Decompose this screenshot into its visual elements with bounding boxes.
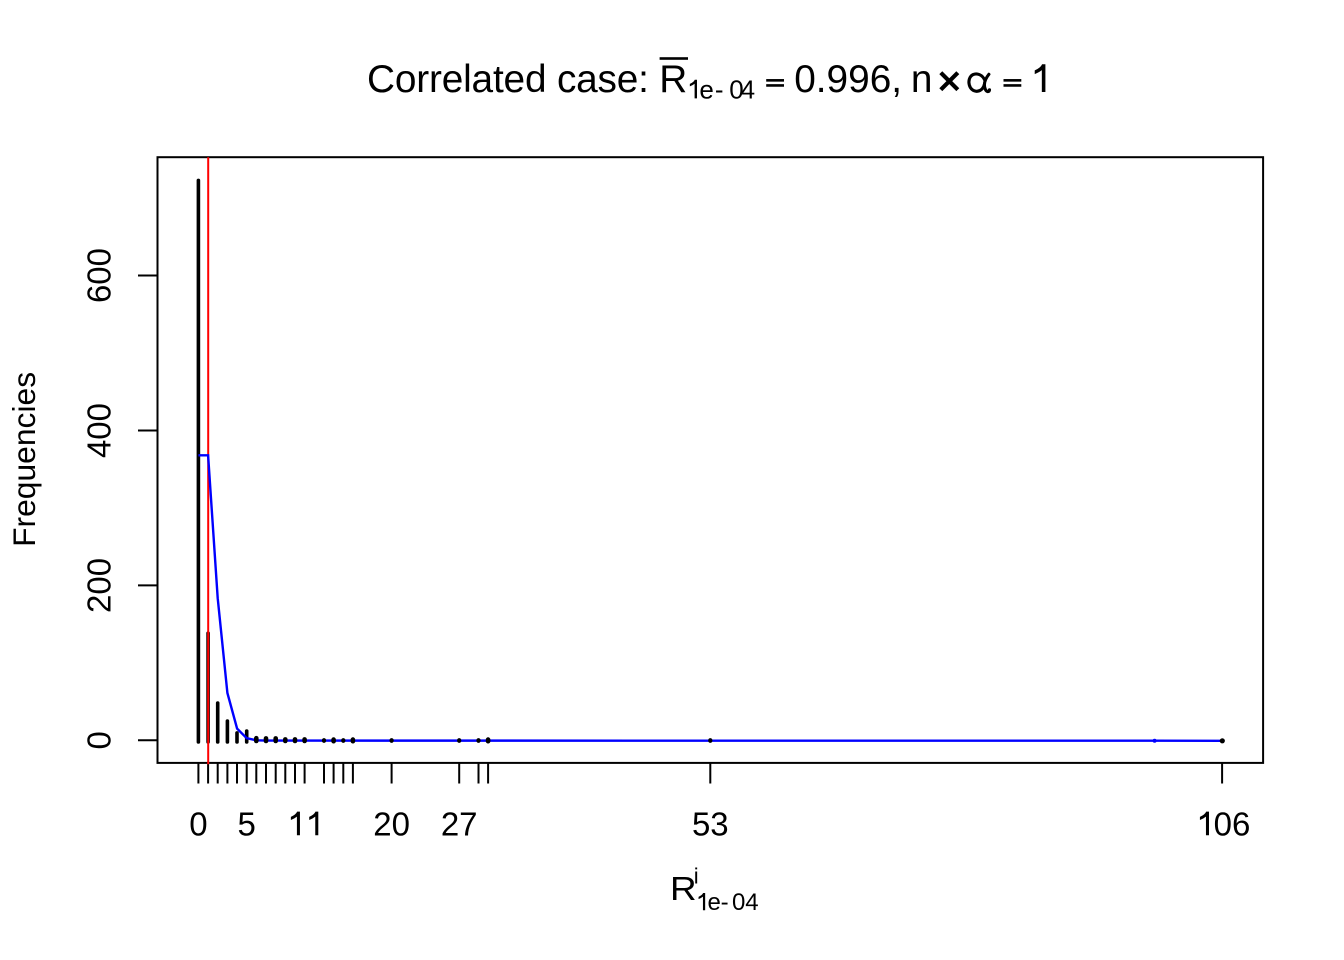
svg-text:0: 0 <box>189 805 207 842</box>
svg-text:06: 06 <box>1214 805 1251 842</box>
svg-text:200: 200 <box>81 558 118 613</box>
svg-text:R: R <box>659 58 687 101</box>
svg-text:0: 0 <box>732 889 745 916</box>
svg-text:5: 5 <box>238 805 256 842</box>
svg-text:4: 4 <box>745 889 758 916</box>
svg-text:0: 0 <box>81 731 118 749</box>
svg-text:e: e <box>708 889 721 916</box>
svg-text:-: - <box>715 74 724 104</box>
svg-text:27: 27 <box>441 805 478 842</box>
svg-text:n: n <box>911 58 933 101</box>
svg-text:0: 0 <box>729 74 743 104</box>
svg-text:20: 20 <box>373 805 410 842</box>
svg-text:4: 4 <box>741 74 755 104</box>
svg-text:600: 600 <box>81 248 118 303</box>
svg-text:-: - <box>721 889 729 916</box>
svg-text:i: i <box>694 863 699 888</box>
svg-text:,: , <box>891 58 902 101</box>
svg-text:e: e <box>699 74 713 104</box>
svg-text:400: 400 <box>81 403 118 458</box>
svg-text:Correlated case:: Correlated case: <box>367 58 649 101</box>
svg-text:R: R <box>670 871 697 908</box>
svg-text:53: 53 <box>692 805 729 842</box>
svg-text:0.996: 0.996 <box>794 58 891 101</box>
svg-text:Frequencies: Frequencies <box>6 372 42 547</box>
